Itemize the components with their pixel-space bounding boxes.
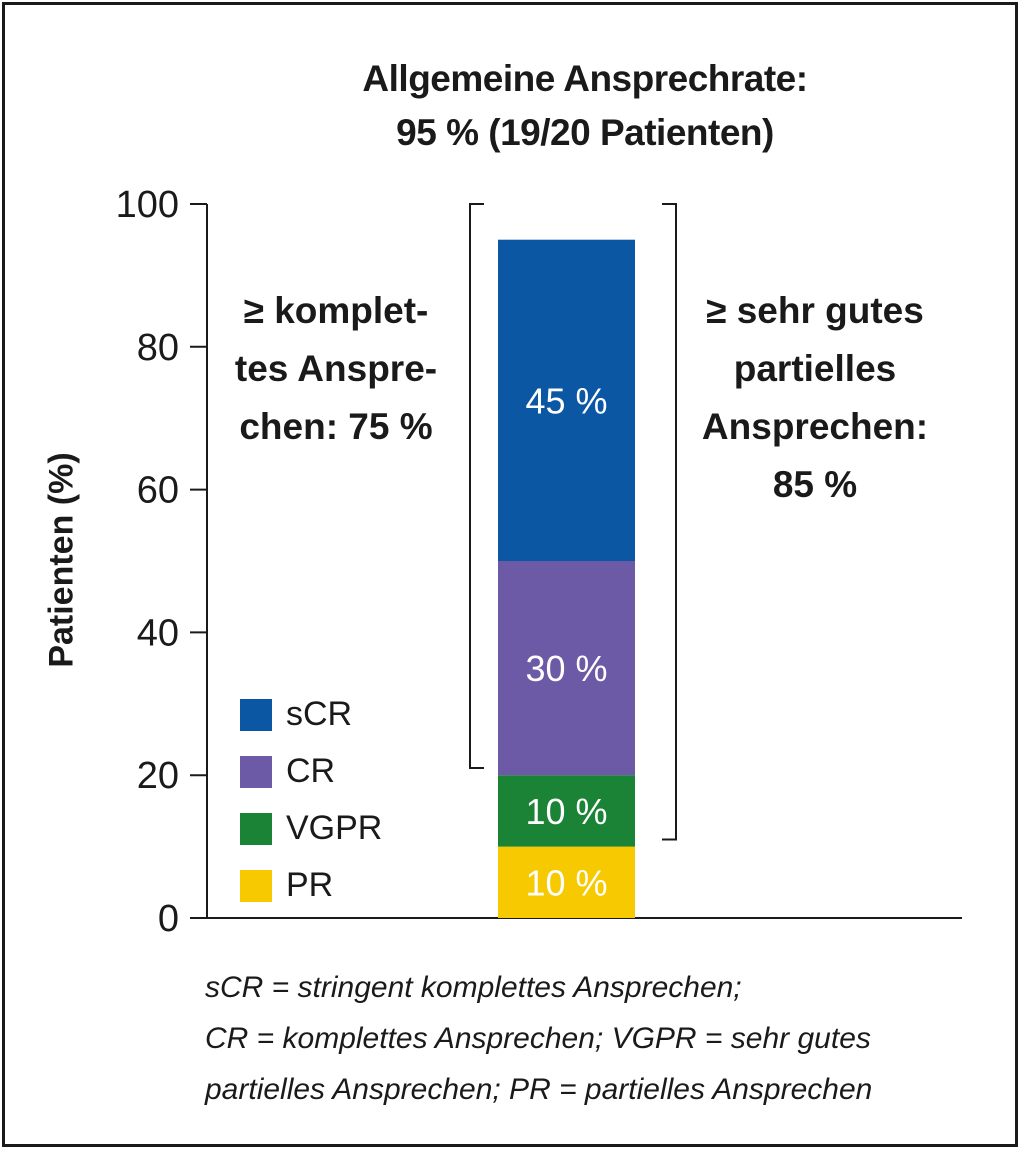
- legend-swatch-vgpr: [240, 812, 272, 845]
- y-tick-label-80: 80: [137, 327, 179, 369]
- legend-swatch-scr: [240, 698, 272, 731]
- legend-label-cr: CR: [286, 752, 336, 790]
- right-annotation-line-1: ≥ sehr gutes: [706, 290, 924, 331]
- y-tick-label-20: 20: [137, 755, 179, 797]
- legend-swatch-pr: [240, 869, 272, 902]
- legend-item-cr: CR: [240, 743, 382, 800]
- legend-item-pr: PR: [240, 857, 382, 914]
- right-annotation-line-2: partielles: [734, 348, 896, 389]
- left-annotation-line-2: tes Anspre-: [235, 348, 437, 389]
- legend-label-vgpr: VGPR: [286, 809, 383, 847]
- footnote-line-3: partielles Ansprechen; PR = partielles A…: [205, 1073, 873, 1106]
- legend-swatch-cr: [240, 755, 272, 788]
- y-tick-label-0: 0: [158, 898, 179, 940]
- bar-label-scr: 45 %: [525, 380, 607, 421]
- left-bracket: [469, 203, 484, 770]
- footnote: sCR = stringent komplettes Ansprechen; C…: [205, 962, 872, 1115]
- bar-label-cr: 30 %: [525, 648, 607, 689]
- right-annotation-line-3: Ansprechen:: [702, 406, 928, 447]
- y-tick-label-60: 60: [137, 470, 179, 512]
- footnote-line-2: CR = komplettes Ansprechen; VGPR = sehr …: [205, 1022, 871, 1055]
- bar-segment-scr: [498, 239, 635, 561]
- legend-label-pr: PR: [286, 866, 334, 904]
- legend: sCR CR VGPR PR: [240, 686, 382, 914]
- legend-item-scr: sCR: [240, 686, 382, 743]
- legend-label-scr: sCR: [286, 695, 353, 733]
- right-bracket: [662, 203, 677, 841]
- bar-segment-vgpr: [498, 775, 635, 847]
- chart-title-line-1: Allgemeine Ansprechrate:: [362, 58, 808, 99]
- footnote-line-1: sCR = stringent komplettes Ansprechen;: [205, 971, 742, 1004]
- left-annotation-line-3: chen: 75 %: [239, 406, 432, 447]
- y-tick-label-40: 40: [137, 612, 179, 654]
- chart-title-line-2: 95 % (19/20 Patienten): [396, 112, 774, 153]
- bar-label-vgpr: 10 %: [525, 791, 607, 832]
- bar-segment-pr: [498, 846, 635, 918]
- bar-segment-cr: [498, 561, 635, 776]
- y-tick-label-100: 100: [116, 184, 179, 226]
- bar-label-pr: 10 %: [525, 862, 607, 903]
- right-annotation-line-4: 85 %: [773, 464, 857, 505]
- legend-item-vgpr: VGPR: [240, 800, 382, 857]
- left-annotation-line-1: ≥ komplet-: [244, 290, 429, 331]
